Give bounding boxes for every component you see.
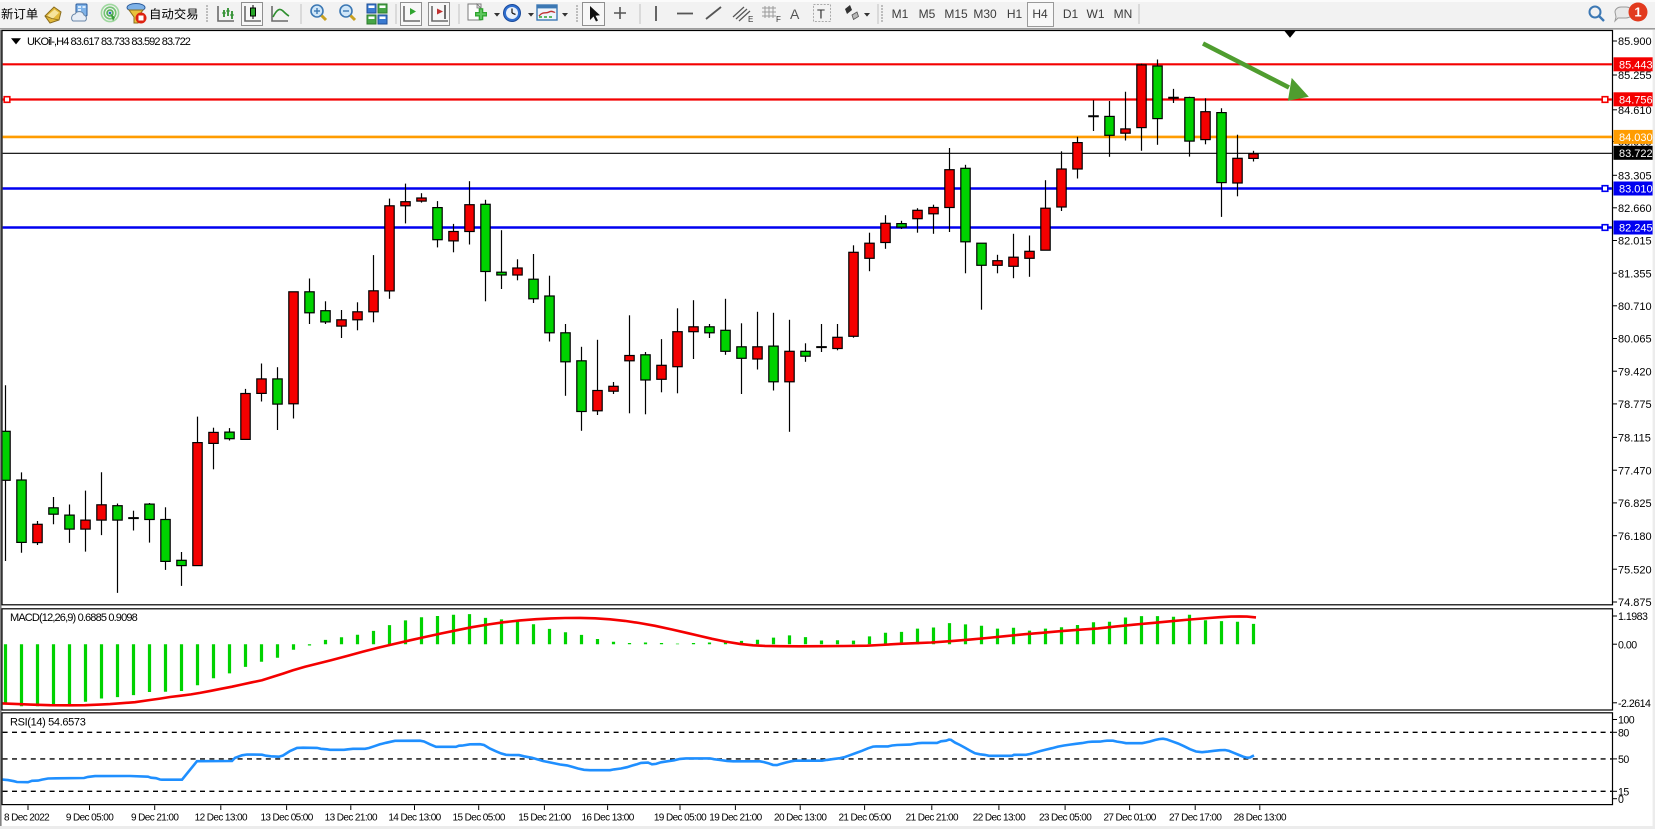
svg-text:F: F [776, 15, 781, 24]
svg-text:82.245: 82.245 [1619, 223, 1653, 235]
svg-text:M1: M1 [892, 7, 909, 21]
svg-text:D1: D1 [1063, 7, 1079, 21]
svg-text:M5: M5 [919, 7, 936, 21]
svg-text:15 Dec 05:00: 15 Dec 05:00 [453, 813, 506, 824]
svg-text:15 Dec 21:00: 15 Dec 21:00 [518, 813, 571, 824]
svg-text:74.875: 74.875 [1618, 597, 1652, 609]
svg-text:22 Dec 13:00: 22 Dec 13:00 [973, 813, 1026, 824]
svg-text:84.610: 84.610 [1618, 105, 1652, 117]
svg-text:1.1983: 1.1983 [1618, 611, 1648, 623]
svg-text:85.900: 85.900 [1618, 36, 1652, 48]
svg-text:8 Dec 2022: 8 Dec 2022 [4, 813, 50, 824]
svg-text:83.010: 83.010 [1619, 184, 1653, 196]
svg-text:1: 1 [1634, 5, 1641, 20]
svg-text:100: 100 [1618, 715, 1635, 727]
svg-text:80.710: 80.710 [1618, 301, 1652, 313]
svg-text:78.115: 78.115 [1618, 433, 1651, 445]
svg-text:27 Dec 17:00: 27 Dec 17:00 [1169, 813, 1222, 824]
svg-text:78.775: 78.775 [1618, 399, 1652, 411]
svg-text:13 Dec 21:00: 13 Dec 21:00 [325, 813, 378, 824]
svg-text:85.443: 85.443 [1619, 60, 1653, 72]
svg-text:UKOil-,H4 83.617 83.733 83.59: UKOil-,H4 83.617 83.733 83.592 83.722 [27, 36, 191, 48]
svg-text:9 Dec 05:00: 9 Dec 05:00 [66, 813, 114, 824]
svg-text:M30: M30 [973, 7, 997, 21]
svg-text:23 Dec 05:00: 23 Dec 05:00 [1039, 813, 1092, 824]
svg-text:80.065: 80.065 [1618, 334, 1652, 346]
svg-text:-2.2614: -2.2614 [1618, 698, 1651, 710]
svg-text:13 Dec 05:00: 13 Dec 05:00 [260, 813, 313, 824]
svg-text:85.255: 85.255 [1618, 70, 1652, 82]
svg-text:77.470: 77.470 [1618, 465, 1652, 477]
svg-text:82.660: 82.660 [1618, 203, 1652, 215]
svg-text:21 Dec 21:00: 21 Dec 21:00 [906, 813, 959, 824]
svg-text:80: 80 [1618, 728, 1629, 740]
svg-text:81.355: 81.355 [1618, 268, 1652, 280]
svg-text:MACD(12,26,9) 0.6885 0.9098: MACD(12,26,9) 0.6885 0.9098 [10, 612, 138, 624]
svg-text:H4: H4 [1032, 7, 1048, 21]
svg-text:16 Dec 13:00: 16 Dec 13:00 [581, 813, 634, 824]
svg-text:14 Dec 13:00: 14 Dec 13:00 [388, 813, 441, 824]
svg-text:50: 50 [1618, 754, 1629, 766]
svg-text:83.305: 83.305 [1618, 171, 1652, 183]
svg-text:19 Dec 21:00: 19 Dec 21:00 [709, 813, 762, 824]
svg-text:84.756: 84.756 [1619, 95, 1653, 107]
svg-text:76.825: 76.825 [1618, 498, 1652, 510]
svg-text:RSI(14) 54.6573: RSI(14) 54.6573 [10, 717, 86, 729]
svg-text:76.180: 76.180 [1618, 531, 1652, 543]
svg-text:84.030: 84.030 [1619, 132, 1653, 144]
svg-text:9 Dec 21:00: 9 Dec 21:00 [131, 813, 179, 824]
svg-text:20 Dec 13:00: 20 Dec 13:00 [774, 813, 827, 824]
svg-text:MN: MN [1114, 7, 1133, 21]
svg-text:H1: H1 [1007, 7, 1023, 21]
svg-text:82.015: 82.015 [1618, 236, 1652, 248]
svg-text:75.520: 75.520 [1618, 564, 1652, 576]
svg-text:19 Dec 05:00: 19 Dec 05:00 [654, 813, 707, 824]
svg-text:W1: W1 [1087, 7, 1105, 21]
svg-text:28 Dec 13:00: 28 Dec 13:00 [1234, 813, 1287, 824]
svg-text:15: 15 [1618, 787, 1629, 799]
svg-text:A: A [790, 6, 800, 22]
svg-text:0: 0 [1618, 794, 1624, 806]
svg-text:E: E [748, 15, 753, 24]
svg-text:M15: M15 [944, 7, 968, 21]
svg-text:83.722: 83.722 [1619, 148, 1653, 160]
svg-text:0.00: 0.00 [1618, 639, 1637, 651]
svg-text:21 Dec 05:00: 21 Dec 05:00 [838, 813, 891, 824]
svg-text:T: T [817, 7, 825, 22]
svg-text:79.420: 79.420 [1618, 366, 1652, 378]
svg-text:27 Dec 01:00: 27 Dec 01:00 [1103, 813, 1156, 824]
svg-text:12 Dec 13:00: 12 Dec 13:00 [195, 813, 248, 824]
